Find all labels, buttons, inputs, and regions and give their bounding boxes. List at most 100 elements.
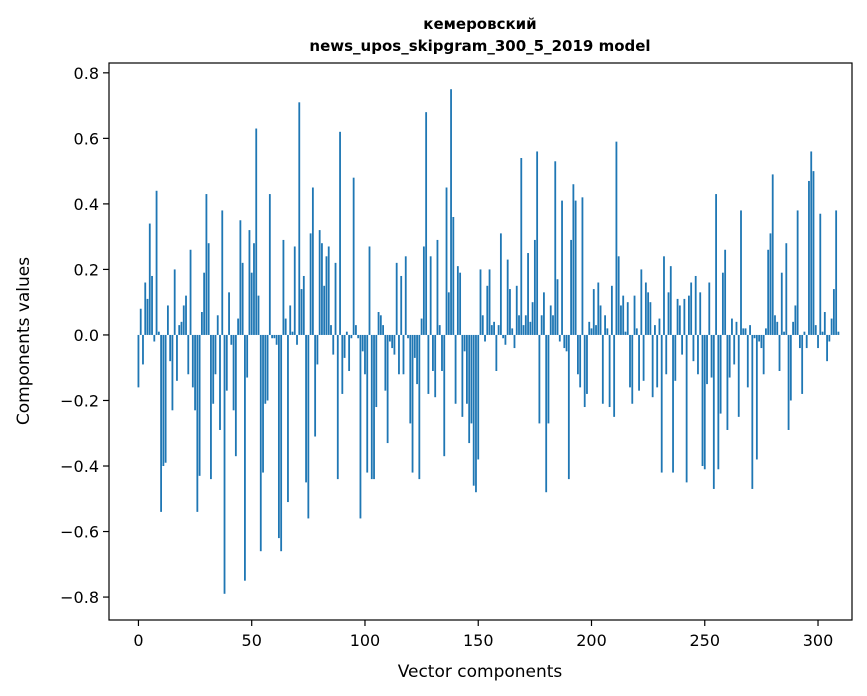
bar (669, 266, 672, 335)
bar (511, 328, 514, 335)
bar (742, 328, 745, 335)
bar (377, 312, 380, 335)
bar (223, 334, 226, 594)
y-tick-label: 0.6 (74, 129, 99, 148)
bar (393, 334, 396, 355)
bar (422, 246, 425, 335)
bar (250, 272, 253, 335)
bar (210, 334, 212, 480)
bar (375, 334, 378, 408)
bar (769, 233, 772, 335)
bar (176, 334, 178, 381)
bar (649, 302, 652, 335)
bar (832, 289, 835, 335)
bar (635, 328, 638, 335)
bar (762, 334, 765, 375)
bar (207, 243, 210, 335)
bar (801, 334, 804, 394)
bar (470, 334, 473, 424)
bar (502, 334, 505, 339)
bar (760, 334, 763, 349)
y-tick-label: 0.0 (74, 326, 99, 345)
bar (780, 272, 783, 335)
bar (624, 331, 627, 335)
bar (357, 334, 360, 339)
bar (332, 334, 335, 355)
bar (633, 295, 636, 335)
bar (488, 269, 491, 335)
bar (767, 249, 770, 335)
bar (402, 334, 405, 375)
bar (232, 334, 235, 411)
bar (740, 210, 742, 335)
bar (413, 334, 416, 358)
bar (658, 318, 661, 335)
bar (547, 334, 550, 424)
bar (785, 243, 788, 335)
bar (613, 334, 616, 417)
bar (681, 334, 684, 355)
bar (271, 334, 273, 339)
bar (697, 334, 699, 375)
y-tick-label: −0.2 (60, 391, 99, 410)
bar (497, 325, 500, 335)
bar (318, 230, 321, 335)
bar (456, 266, 459, 335)
bar (205, 194, 208, 335)
bar (513, 334, 516, 349)
bar (703, 334, 706, 470)
bar (212, 334, 215, 404)
bar (416, 334, 418, 385)
bar (731, 318, 733, 335)
bar (552, 315, 554, 335)
bar (561, 200, 563, 335)
bar (588, 321, 591, 335)
bar (699, 292, 702, 335)
bar (395, 262, 398, 335)
bar (642, 334, 645, 381)
bar (420, 318, 423, 335)
bar (527, 253, 529, 335)
bar (216, 315, 219, 335)
bar (316, 334, 319, 365)
bar (683, 298, 686, 335)
bar (665, 334, 668, 375)
bar (234, 334, 237, 457)
bar (151, 275, 153, 335)
x-tick-label: 250 (689, 631, 720, 650)
bar (343, 334, 346, 358)
y-tick-label: −0.6 (60, 523, 99, 542)
bar (173, 269, 176, 335)
bar (305, 334, 307, 483)
bar (574, 200, 577, 335)
x-tick-label: 50 (242, 631, 262, 650)
bar (166, 305, 169, 335)
bar (755, 334, 758, 460)
bar (282, 239, 285, 335)
bar (545, 334, 548, 493)
bar (429, 256, 432, 335)
bar (438, 325, 441, 335)
bar (708, 282, 711, 335)
bar (563, 334, 566, 349)
bar (268, 194, 271, 335)
bar (388, 334, 391, 342)
bar (808, 180, 810, 335)
bar (787, 334, 790, 430)
bar (654, 325, 656, 335)
bar (830, 318, 833, 335)
bar (601, 334, 604, 404)
bar (579, 334, 582, 388)
bar (538, 334, 541, 424)
bar (248, 230, 251, 335)
bar (302, 275, 305, 335)
bar (771, 174, 774, 335)
bar (348, 334, 351, 371)
bar (735, 321, 738, 335)
bar (570, 239, 573, 335)
bar (651, 334, 654, 398)
bar (484, 334, 486, 342)
bar (370, 334, 373, 480)
bar (336, 334, 339, 480)
bar (737, 334, 740, 417)
